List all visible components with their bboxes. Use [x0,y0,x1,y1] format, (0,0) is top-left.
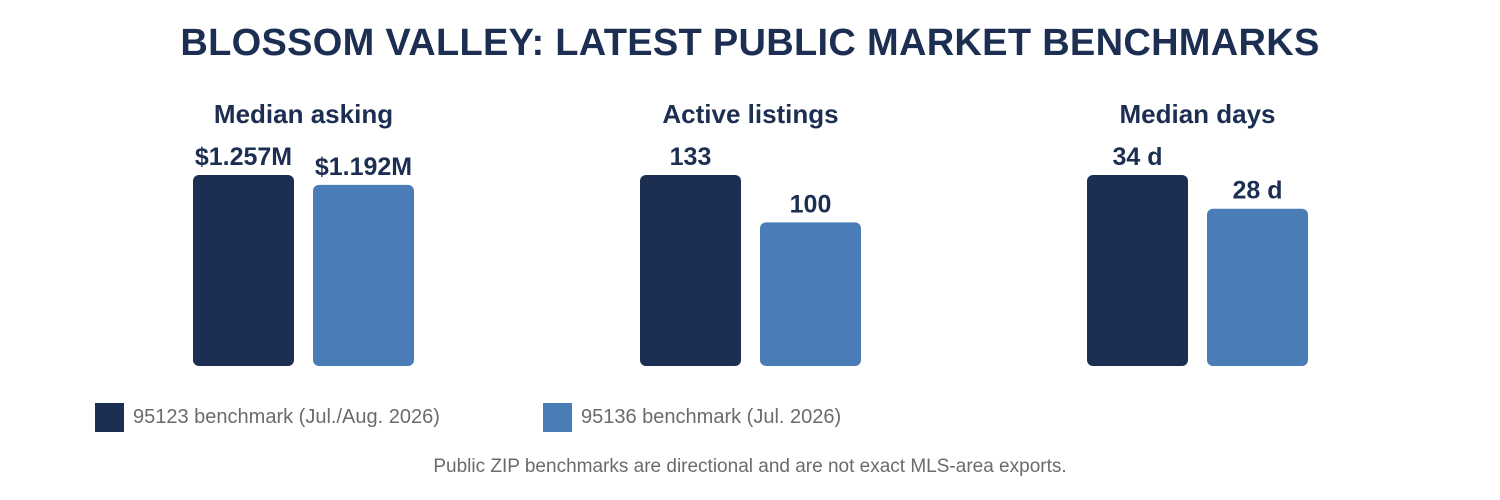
data-label-median-asking-95136: $1.192M [315,153,412,181]
subchart-title-median-days: Median days [1119,99,1275,129]
legend-swatch-95123 [95,403,124,432]
bar-active-listings-95123 [640,175,741,366]
bar-median-asking-95123 [193,175,294,366]
bar-active-listings-95136 [760,222,861,366]
legend-label-95136: 95136 benchmark (Jul. 2026) [581,406,842,428]
data-label-median-days-95136: 28 d [1232,177,1282,205]
legend-item-95123: 95123 benchmark (Jul./Aug. 2026) [95,403,440,432]
data-label-active-listings-95136: 100 [790,190,832,218]
bar-charts: Median asking $1.257M $1.192M Active listin… [193,99,1308,366]
chart-median-days: Median days 34 d 28 d [1087,99,1308,366]
chart-title: BLOSSOM VALLEY: LATEST PUBLIC MARKET BEN… [180,22,1320,64]
bar-median-days-95136 [1207,208,1308,366]
chart-median-asking: Median asking $1.257M $1.192M [193,99,414,366]
subchart-title-active-listings: Active listings [662,99,838,129]
legend-swatch-95136 [543,403,572,432]
legend-item-95136: 95136 benchmark (Jul. 2026) [543,403,841,432]
legend-label-95123: 95123 benchmark (Jul./Aug. 2026) [133,406,440,428]
data-label-active-listings-95123: 133 [670,143,712,171]
chart-active-listings: Active listings 133 100 [640,99,861,366]
bar-median-asking-95136 [313,184,414,366]
data-label-median-days-95123: 34 d [1112,143,1162,171]
footnote: Public ZIP benchmarks are directional an… [433,456,1067,477]
bar-median-days-95123 [1087,175,1188,366]
data-label-median-asking-95123: $1.257M [195,143,292,171]
subchart-title-median-asking: Median asking [214,99,393,129]
